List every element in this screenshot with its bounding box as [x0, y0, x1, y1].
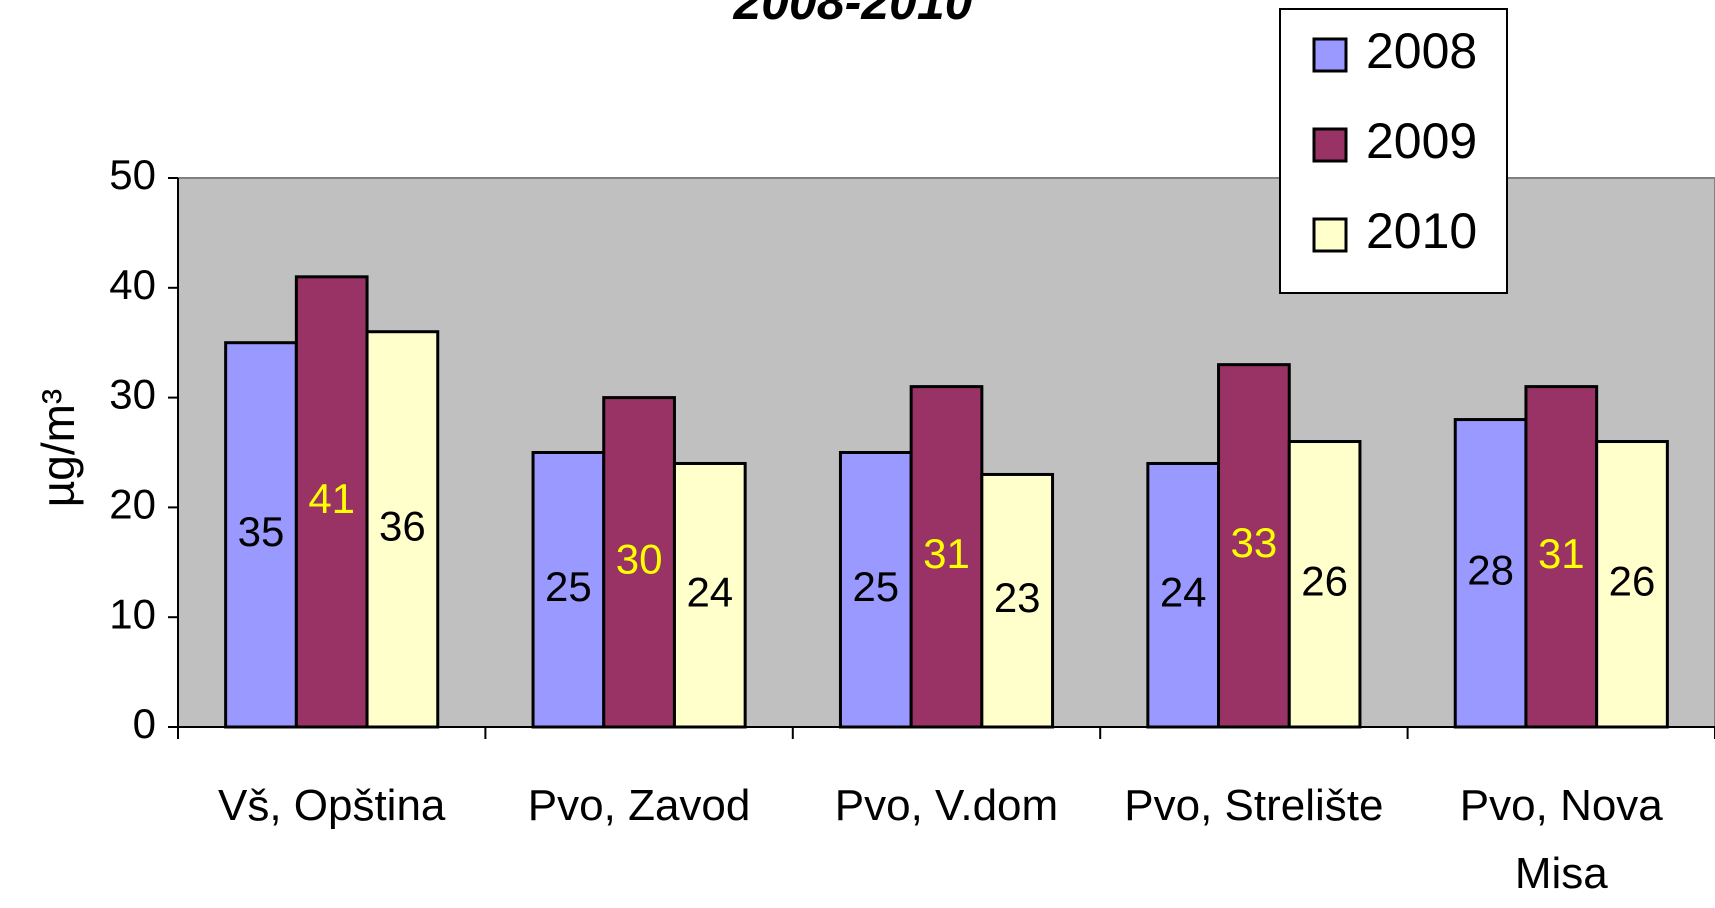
bar: [1217, 363, 1291, 729]
bar: [1146, 461, 1221, 729]
bar: [1287, 440, 1362, 729]
legend-label: 2009: [1366, 113, 1477, 169]
data-label: 31: [1538, 530, 1585, 577]
legend-label: 2008: [1366, 23, 1477, 79]
y-tick-label: 40: [109, 261, 156, 308]
x-tick-label: Pvo, Nova Misa: [1459, 781, 1663, 898]
bar: [980, 472, 1055, 729]
y-tick-label: 50: [109, 151, 156, 198]
data-label: 24: [1160, 568, 1207, 615]
y-tick-label: 20: [109, 480, 156, 527]
x-tick-label: Pvo, V.dom: [834, 781, 1059, 830]
chart-title: 2008-2010: [732, 0, 972, 30]
data-label: 31: [923, 530, 970, 577]
legend-swatch: [1312, 217, 1348, 253]
y-axis-label: µg/m³: [32, 389, 84, 508]
data-label: 33: [1231, 519, 1278, 566]
legend-swatch: [1312, 127, 1348, 163]
data-label: 30: [616, 535, 663, 582]
data-label: 23: [994, 574, 1041, 621]
legend-swatch: [1312, 37, 1348, 73]
x-tick-label: Vš, Opština: [217, 781, 446, 830]
bar: [838, 451, 913, 729]
y-tick-label: 10: [109, 590, 156, 637]
y-tick-label: 0: [133, 700, 156, 747]
data-label: 24: [686, 568, 733, 615]
bar: [909, 385, 984, 729]
bar: [224, 341, 298, 729]
data-label: 35: [238, 508, 285, 555]
y-tick-label: 30: [109, 371, 156, 418]
data-label: 41: [308, 475, 355, 522]
x-tick-label: Pvo, Strelište: [1124, 781, 1384, 830]
data-label: 28: [1467, 546, 1514, 593]
data-label: 25: [852, 563, 899, 610]
legend-label: 2010: [1366, 203, 1477, 259]
bar: [365, 330, 440, 729]
bar: [672, 461, 747, 729]
data-label: 26: [1301, 557, 1348, 604]
data-label: 36: [379, 502, 426, 549]
bar: [1595, 440, 1669, 729]
data-label: 26: [1609, 557, 1656, 604]
data-label: 25: [545, 563, 592, 610]
x-tick-label: Pvo, Zavod: [527, 781, 751, 830]
